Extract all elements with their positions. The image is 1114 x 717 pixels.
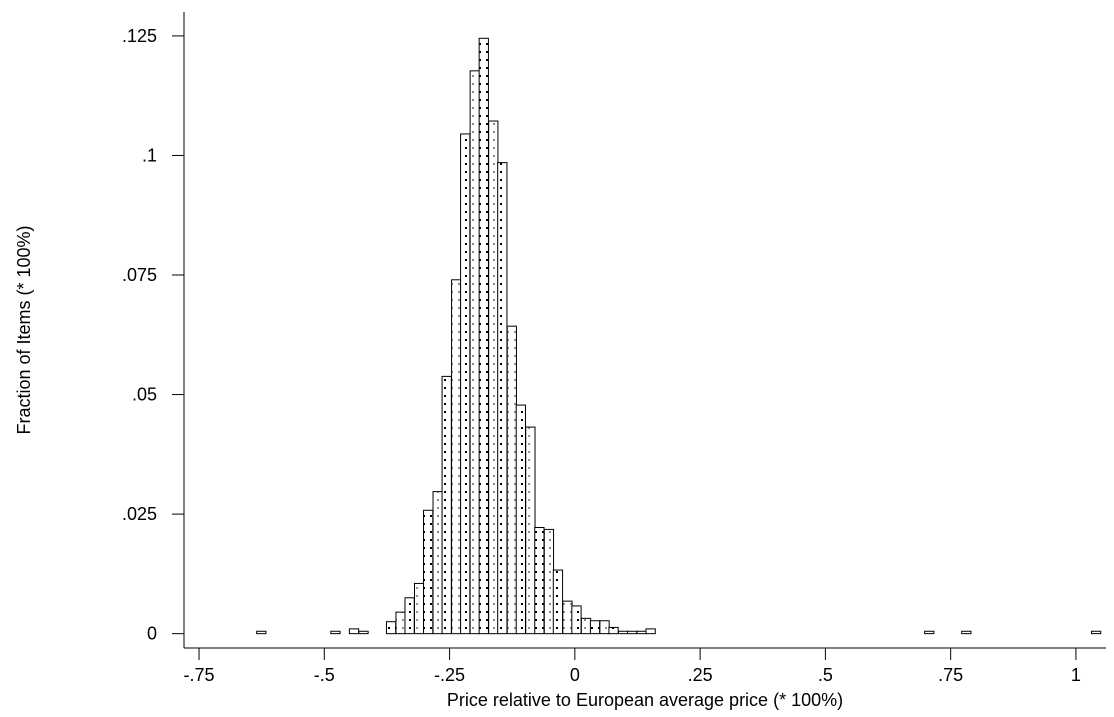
histogram-bar [358, 630, 369, 635]
histogram-bar [441, 375, 452, 635]
histogram-bar [451, 279, 462, 635]
histogram-bar [423, 509, 434, 635]
x-tick-label: .75 [938, 665, 963, 685]
histogram-bar [1090, 630, 1102, 635]
x-tick-label: 1 [1071, 665, 1081, 685]
histogram-bar [636, 630, 647, 635]
histogram-bar [460, 133, 471, 635]
histogram-bar [432, 491, 443, 635]
histogram-bar [414, 582, 425, 635]
histogram-bar [589, 620, 601, 635]
histogram-bar [395, 611, 406, 635]
histogram-bars [256, 37, 1102, 635]
histogram-bar [478, 37, 489, 635]
histogram-bar [608, 626, 619, 635]
histogram-bar [534, 526, 545, 635]
y-tick-label: .125 [122, 26, 157, 46]
histogram-bar [385, 621, 397, 635]
histogram-bar [515, 404, 526, 635]
histogram-bar [645, 628, 656, 635]
histogram-bar [571, 605, 582, 635]
histogram-bar [469, 70, 480, 635]
histogram-bar [404, 597, 415, 635]
histogram-bar [497, 162, 508, 635]
histogram-bar [525, 426, 536, 635]
y-tick-label: .075 [122, 265, 157, 285]
histogram-bar [256, 630, 267, 635]
histogram-bar [626, 630, 638, 635]
y-tick-label: .05 [132, 385, 157, 405]
y-axis: 0 .025 .05 .075 .1 .125 [122, 12, 185, 648]
y-tick-label: 0 [147, 624, 157, 644]
y-tick-label: .1 [142, 145, 157, 165]
histogram-bar [506, 325, 517, 635]
histogram-bar [348, 628, 360, 635]
x-tick-label: -.75 [184, 665, 215, 685]
histogram-bar [924, 630, 935, 635]
histogram-bar [488, 120, 499, 635]
x-tick-label: 0 [570, 665, 580, 685]
x-axis-title: Price relative to European average price… [447, 690, 843, 710]
histogram-bar [543, 528, 555, 635]
histogram-bar [599, 620, 610, 635]
x-tick-label: .25 [688, 665, 713, 685]
y-axis-title: Fraction of Items (* 100%) [14, 225, 34, 434]
histogram-bar [617, 630, 629, 635]
histogram-bar [330, 630, 341, 635]
histogram-bar [961, 630, 972, 635]
histogram-bar [552, 569, 564, 635]
y-tick-label: .025 [122, 504, 157, 524]
x-tick-label: -.5 [314, 665, 335, 685]
x-axis: -.75 -.5 -.25 0 .25 .5 .75 1 [184, 647, 1106, 685]
histogram-bar [580, 617, 592, 635]
x-tick-label: .5 [818, 665, 833, 685]
x-tick-label: -.25 [434, 665, 465, 685]
histogram-bar [562, 600, 573, 635]
